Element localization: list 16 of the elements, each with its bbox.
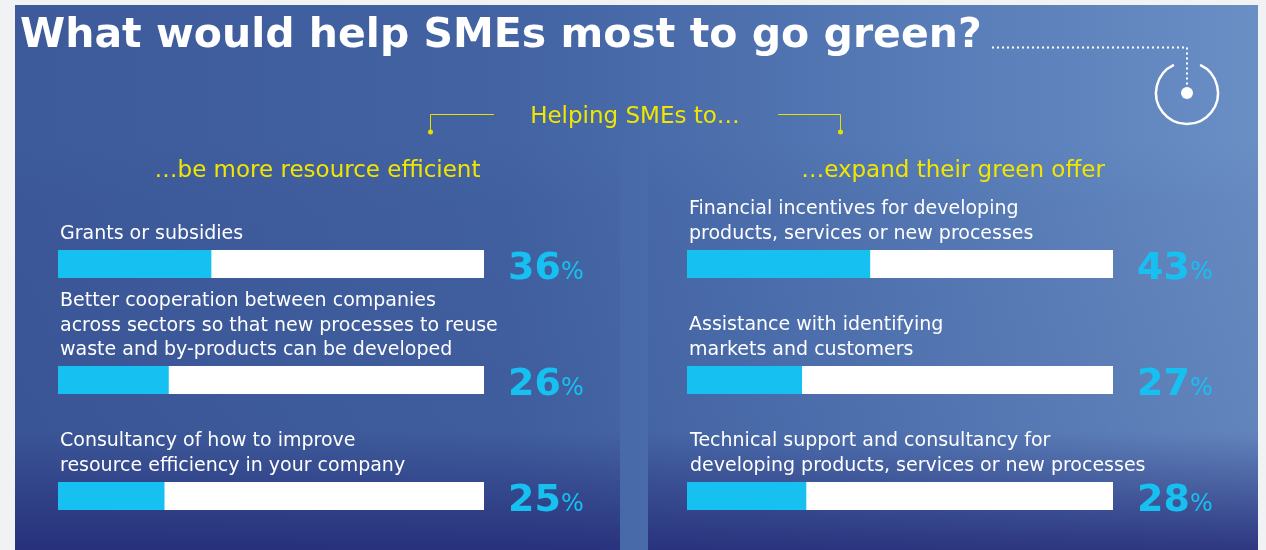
y-tick-label: Consultancy of how to improve resource efficiency in your company bbox=[60, 428, 406, 475]
y-tick-label: Grants or subsidies bbox=[60, 221, 244, 243]
text: What would help SMEs most to go green? bbox=[20, 9, 982, 57]
data-label: 27% bbox=[1137, 360, 1213, 404]
chart-title: …be more resource efficient bbox=[154, 156, 481, 183]
y-tick-label: Financial incentives for developing products, services or new processes bbox=[689, 196, 1034, 243]
data-label: 28% bbox=[1137, 476, 1213, 520]
text: Helping SMEs to… bbox=[529, 101, 741, 130]
data-label: 43% bbox=[1137, 244, 1213, 288]
data-label: 25% bbox=[508, 476, 584, 520]
data-label: 36% bbox=[508, 244, 584, 288]
data-label: 26% bbox=[508, 360, 584, 404]
y-tick-label: Better cooperation between companies across sectors so that new processes to reuse waste and by-products can be developed bbox=[60, 288, 498, 360]
chart-title: …expand their green offer bbox=[801, 156, 1106, 183]
y-tick-label: Assistance with identifying markets and customers bbox=[689, 312, 944, 359]
y-tick-label: Technical support and consultancy for developing products, services or new processes bbox=[689, 428, 1146, 475]
